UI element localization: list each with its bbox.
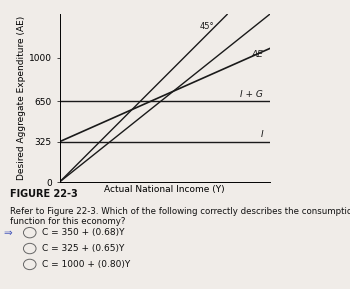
Text: C = 1000 + (0.80)Y: C = 1000 + (0.80)Y xyxy=(42,260,130,269)
Text: ⇒: ⇒ xyxy=(4,228,12,238)
X-axis label: Actual National Income (Y): Actual National Income (Y) xyxy=(104,185,225,194)
Text: Refer to Figure 22-3. Which of the following correctly describes the consumption: Refer to Figure 22-3. Which of the follo… xyxy=(10,207,350,216)
Text: I + G: I + G xyxy=(240,90,263,99)
Text: C = 325 + (0.65)Y: C = 325 + (0.65)Y xyxy=(42,244,124,253)
Text: C = 350 + (0.68)Y: C = 350 + (0.68)Y xyxy=(42,228,125,237)
Y-axis label: Desired Aggregate Expenditure (AE): Desired Aggregate Expenditure (AE) xyxy=(17,16,26,180)
Text: AE: AE xyxy=(251,51,263,60)
Text: I: I xyxy=(260,130,263,140)
Text: FIGURE 22-3: FIGURE 22-3 xyxy=(10,189,78,199)
Text: function for this economy?: function for this economy? xyxy=(10,217,126,226)
Text: 45°: 45° xyxy=(200,22,214,31)
